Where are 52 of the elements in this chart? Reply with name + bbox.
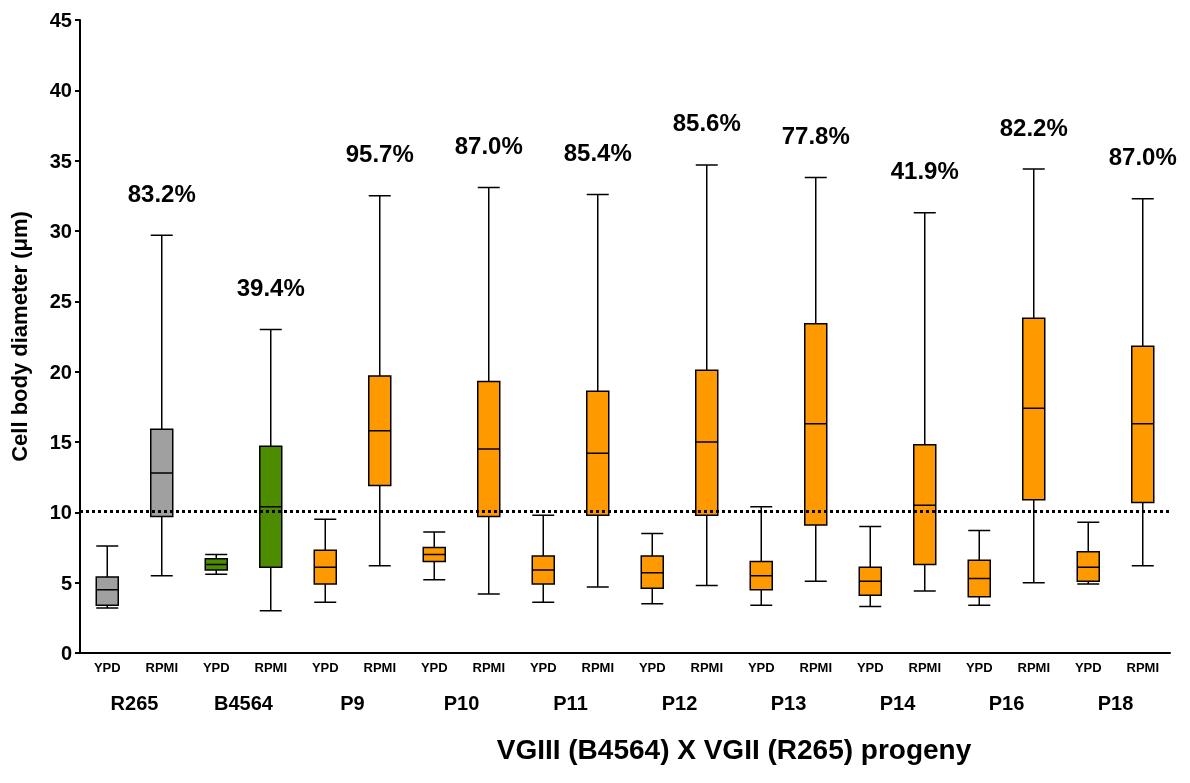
y-tick-label: 25 [49,290,72,313]
text: R265 [110,692,159,714]
annotation: 77.8% [781,122,850,150]
x-tick-label: YPD [1074,660,1102,675]
y-tick-label: 0 [60,642,72,664]
text: P12 [661,692,698,714]
y-tick-label: 20 [49,360,72,383]
text: P16 [988,692,1025,714]
y-tick-label: 30 [49,220,72,242]
text: B4564 [214,692,274,714]
text: P10 [443,692,480,714]
x-tick-label: RPMI [1017,660,1050,675]
x-tick-label: RPMI [363,660,396,675]
text: VGIII (B4564) X VGII (R265) progeny [496,733,972,765]
x-tick-label: RPMI [1126,660,1159,675]
text: P9 [340,692,365,714]
x-tick-label: YPD [202,660,230,675]
x-tick-label: YPD [638,660,666,675]
x-tick-label: YPD [420,660,448,675]
y-tick-label: 45 [49,9,72,31]
text: P11 [553,692,588,714]
x-tick-label: RPMI [908,660,941,675]
x-tick-label: YPD [311,660,339,675]
y-tick-label: 15 [49,431,72,453]
y-tick-label: 10 [49,501,72,524]
y-tick-label: 35 [49,149,72,172]
x-tick-label: YPD [965,660,993,675]
x-tick-label: YPD [529,660,557,675]
annotation: 85.4% [563,138,632,166]
text: P14 [879,692,917,714]
x-tick-label: RPMI [799,660,832,675]
x-tick-label: RPMI [145,660,178,675]
annotation: 82.2% [999,113,1068,141]
annotation: 83.2% [127,179,196,207]
annotation: 39.4% [236,273,305,301]
annotation: 87.0% [454,131,523,159]
y-tick-label: 40 [49,79,72,102]
annotation: 95.7% [345,140,414,168]
text: P13 [770,692,807,714]
x-tick-label: RPMI [472,660,505,675]
x-tick-label: YPD [93,660,121,675]
annotation: 87.0% [1108,143,1177,171]
y-axis-title: Cell body diameter (μm) [6,211,32,462]
x-tick-label: YPD [856,660,884,675]
annotation: 41.9% [890,157,959,185]
text: P18 [1097,692,1134,714]
y-tick-label: 5 [60,571,72,594]
x-tick-label: YPD [747,660,775,675]
x-tick-label: RPMI [581,660,614,675]
annotation: 85.6% [672,109,741,137]
x-tick-label: RPMI [690,660,723,675]
x-tick-label: RPMI [254,660,287,675]
